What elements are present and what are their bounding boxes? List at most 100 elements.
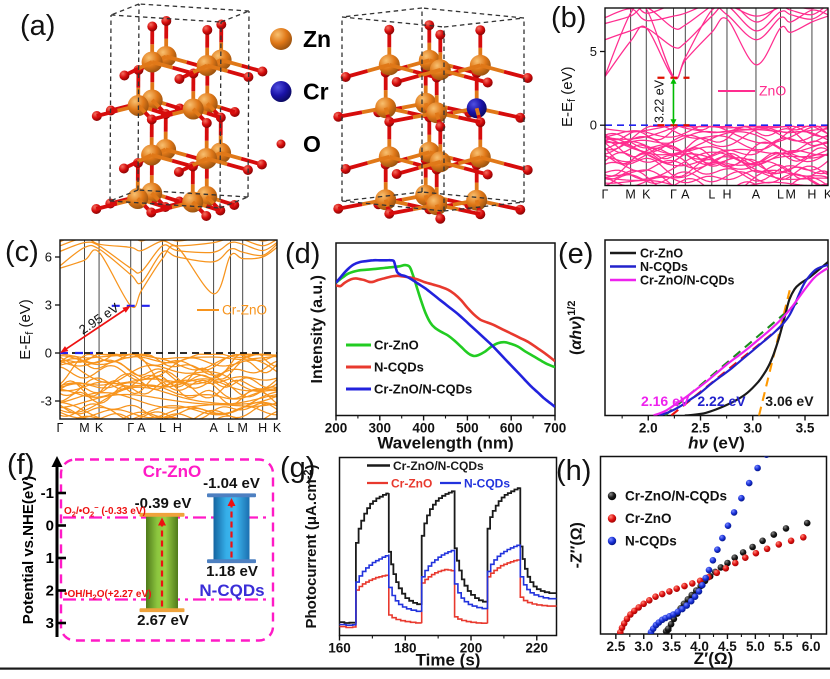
label-part: 2 — [72, 510, 76, 519]
dot — [719, 534, 726, 542]
xlabel-eis: Z′(Ω) — [694, 649, 733, 668]
line — [164, 195, 180, 204]
curve — [60, 364, 277, 398]
bands-cr-zno — [60, 240, 277, 419]
o-atom — [475, 25, 486, 36]
o-atom — [522, 73, 533, 83]
legend-item-pc: Cr-ZnO — [391, 477, 432, 491]
dot — [752, 549, 760, 557]
dot — [667, 620, 675, 628]
nhe-tick: 1 — [46, 550, 54, 567]
series-cr-zno-n-cqds — [339, 487, 557, 624]
bandgap-arrow-zno — [670, 77, 677, 126]
legend-item-uvvis: Cr-ZnO/N-CQDs — [374, 382, 472, 397]
xtick-tauc: 2.5 — [691, 421, 710, 436]
line — [366, 62, 390, 73]
curve — [605, 8, 828, 80]
dot — [681, 582, 688, 590]
kpoint-label-zno: A — [752, 188, 761, 202]
legend-item-eis: Cr-ZnO — [625, 511, 672, 526]
line — [383, 107, 390, 116]
line — [388, 154, 414, 166]
legend-item-eis: N-CQDs — [625, 534, 677, 549]
kpoint-label-zno: A — [681, 188, 690, 202]
line — [137, 60, 153, 71]
chart-tauc: 2.0 2.5 3.0 3.5 2.16 eV 2.22 eV 3.06 eV Cr-ZnON… — [566, 239, 829, 453]
line — [498, 111, 521, 120]
o-atom — [424, 20, 435, 31]
line — [434, 112, 441, 121]
kpoint-label-cr-zno: M — [79, 421, 89, 435]
o-atom — [201, 118, 212, 128]
legend-label-cr: Cr — [303, 79, 329, 105]
kpoint-label-cr-zno: K — [273, 421, 282, 435]
line — [458, 207, 481, 217]
vb-label-cr-zno: 2.67 eV — [137, 612, 189, 629]
line — [165, 147, 187, 158]
dot — [679, 605, 686, 613]
cr-zno-bar — [139, 512, 185, 613]
cb-label-cr-zno: -0.39 eV — [135, 495, 192, 512]
diagram-title: Cr-ZnO — [143, 462, 202, 481]
curve — [605, 152, 828, 182]
curve — [605, 125, 828, 144]
series-cr-zno-n-cqds — [653, 267, 828, 416]
bottom-rule — [0, 667, 830, 670]
line — [220, 105, 236, 114]
line — [109, 200, 221, 209]
dot — [691, 593, 699, 600]
box — [604, 239, 829, 417]
series-n-cqds — [658, 263, 828, 416]
o-atom — [161, 16, 172, 26]
legend-label-zn: Zn — [303, 26, 331, 52]
kpoint-label-cr-zno: H — [258, 421, 267, 435]
kpoint-label-zno: H — [722, 188, 731, 202]
line — [137, 3, 140, 191]
label-part: /•O — [76, 506, 90, 517]
curve — [60, 353, 277, 376]
legend-item-eis: Cr-ZnO/N-CQDs — [625, 489, 727, 504]
line — [220, 151, 242, 161]
panel-label-f: (f) — [7, 449, 35, 481]
dot — [770, 531, 778, 538]
line — [219, 21, 222, 209]
xtick-eis: 5.0 — [746, 639, 765, 654]
line — [421, 191, 525, 203]
crystal-structure-zno — [91, 3, 268, 221]
curve — [605, 179, 828, 186]
ylabel-eis: -Z″(Ω) — [569, 522, 586, 568]
line — [474, 199, 481, 208]
curve — [60, 240, 277, 252]
series-cr-zno-n-cqds — [336, 258, 555, 408]
curve — [60, 353, 277, 385]
dot — [803, 519, 811, 527]
label-part: − — [94, 503, 99, 512]
label-part: O — [64, 506, 72, 517]
line — [366, 154, 390, 165]
line — [151, 153, 173, 163]
xtick-eis: 3.5 — [662, 639, 681, 654]
line — [388, 207, 414, 216]
label-part: ) — [303, 465, 320, 470]
line — [421, 7, 525, 19]
line — [219, 198, 235, 207]
curve — [60, 364, 277, 393]
band-structure-zno: 05Γ M K Γ A L H A L M H KE-Ef (eV) 3.22 eV ZnO — [559, 7, 830, 202]
o-atom — [482, 169, 493, 180]
panel-label-c: (c) — [5, 236, 39, 268]
group — [339, 487, 557, 629]
dot — [689, 580, 696, 587]
line — [337, 202, 363, 211]
dot — [787, 537, 795, 545]
kpoint-label-zno: M — [625, 188, 635, 202]
curve — [60, 243, 277, 285]
band-alignment-diagram: -1 0 1 2 3 Potential vs.NHE(eV) -0.39 eV 2.67 e… — [20, 456, 275, 642]
kpoint-label-cr-zno: H — [173, 421, 182, 435]
dot — [702, 574, 709, 582]
line — [219, 196, 249, 209]
crystal-structure-cr-zno — [333, 7, 533, 224]
xtick-eis: 6.0 — [802, 639, 821, 654]
axis-arrow — [51, 456, 63, 467]
line — [110, 3, 140, 16]
label-part: hν — [688, 434, 708, 453]
